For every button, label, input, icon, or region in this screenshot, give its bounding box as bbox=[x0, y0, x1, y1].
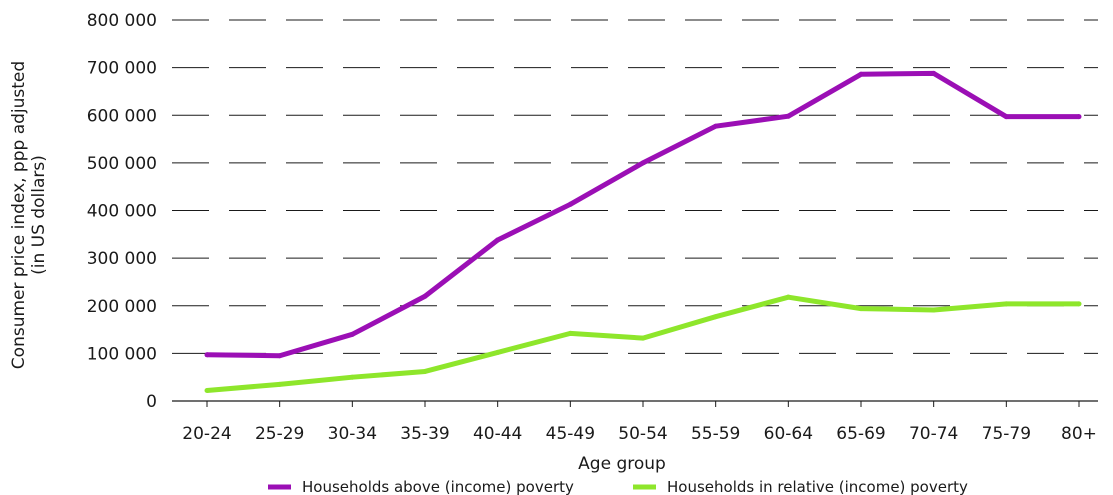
x-axis-ticks: 20-24 25-29 30-34 35-39 40-44 45-49 50-54 55-59… bbox=[182, 401, 1097, 444]
x-tick-label: 20-24 bbox=[182, 424, 231, 444]
y-tick-label: 200 000 bbox=[87, 297, 157, 317]
data-point bbox=[858, 71, 864, 77]
data-point bbox=[204, 352, 210, 358]
legend: Households above (income) poverty Househ… bbox=[268, 478, 968, 495]
x-tick-label: 40-44 bbox=[473, 424, 522, 444]
data-point bbox=[1076, 301, 1082, 307]
x-axis-title: Age group bbox=[578, 454, 666, 474]
data-point bbox=[349, 331, 355, 337]
y-tick-label: 300 000 bbox=[87, 249, 157, 269]
x-tick-label: 55-59 bbox=[691, 424, 740, 444]
y-tick-label: 400 000 bbox=[87, 202, 157, 222]
x-tick-label: 75-79 bbox=[982, 424, 1031, 444]
data-point bbox=[349, 374, 355, 380]
data-point bbox=[713, 314, 719, 320]
x-tick-label: 30-34 bbox=[328, 424, 377, 444]
x-tick-label: 45-49 bbox=[546, 424, 595, 444]
x-tick-label: 70-74 bbox=[909, 424, 958, 444]
gridlines bbox=[172, 19, 1098, 354]
data-point bbox=[277, 381, 283, 387]
y-tick-label: 700 000 bbox=[87, 59, 157, 79]
x-tick-label: 35-39 bbox=[400, 424, 449, 444]
data-point bbox=[1003, 301, 1009, 307]
data-point bbox=[858, 306, 864, 312]
data-point bbox=[1003, 114, 1009, 120]
y-tick-label: 500 000 bbox=[87, 154, 157, 174]
data-point bbox=[931, 70, 937, 76]
y-tick-label: 800 000 bbox=[87, 11, 157, 31]
legend-item-relative-poverty: Households in relative (income) poverty bbox=[633, 478, 968, 495]
data-point bbox=[785, 113, 791, 119]
data-point bbox=[495, 349, 501, 355]
series-lines bbox=[204, 70, 1082, 394]
y-axis-title-line-2: (in US dollars) bbox=[29, 155, 49, 275]
legend-label-relative-poverty: Households in relative (income) poverty bbox=[667, 478, 968, 495]
y-axis-ticks: 0 100 000 200 000 300 000 400 000 500 000 600 … bbox=[87, 11, 157, 412]
data-point bbox=[640, 335, 646, 341]
data-point bbox=[567, 330, 573, 336]
data-point bbox=[204, 388, 210, 394]
data-point bbox=[713, 123, 719, 129]
data-point bbox=[277, 353, 283, 359]
legend-item-above-poverty: Households above (income) poverty bbox=[268, 478, 574, 495]
x-tick-label: 25-29 bbox=[255, 424, 304, 444]
y-tick-label: 0 bbox=[146, 392, 157, 412]
data-point bbox=[422, 293, 428, 299]
x-tick-label: 60-64 bbox=[764, 424, 813, 444]
x-tick-label: 80+ bbox=[1061, 424, 1097, 444]
data-point bbox=[931, 307, 937, 313]
data-point bbox=[1076, 114, 1082, 120]
y-axis-title-line-1: Consumer price index, ppp adjusted bbox=[9, 61, 29, 369]
y-tick-label: 100 000 bbox=[87, 344, 157, 364]
data-point bbox=[785, 294, 791, 300]
data-point bbox=[640, 160, 646, 166]
y-tick-label: 600 000 bbox=[87, 106, 157, 126]
series-line-relative-poverty bbox=[206, 294, 1079, 394]
data-point bbox=[422, 368, 428, 374]
data-point bbox=[567, 201, 573, 207]
x-tick-label: 50-54 bbox=[618, 424, 667, 444]
y-axis-title: Consumer price index, ppp adjusted (in U… bbox=[9, 61, 49, 369]
x-tick-label: 65-69 bbox=[836, 424, 885, 444]
data-point bbox=[495, 237, 501, 243]
legend-label-above-poverty: Households above (income) poverty bbox=[302, 478, 574, 495]
